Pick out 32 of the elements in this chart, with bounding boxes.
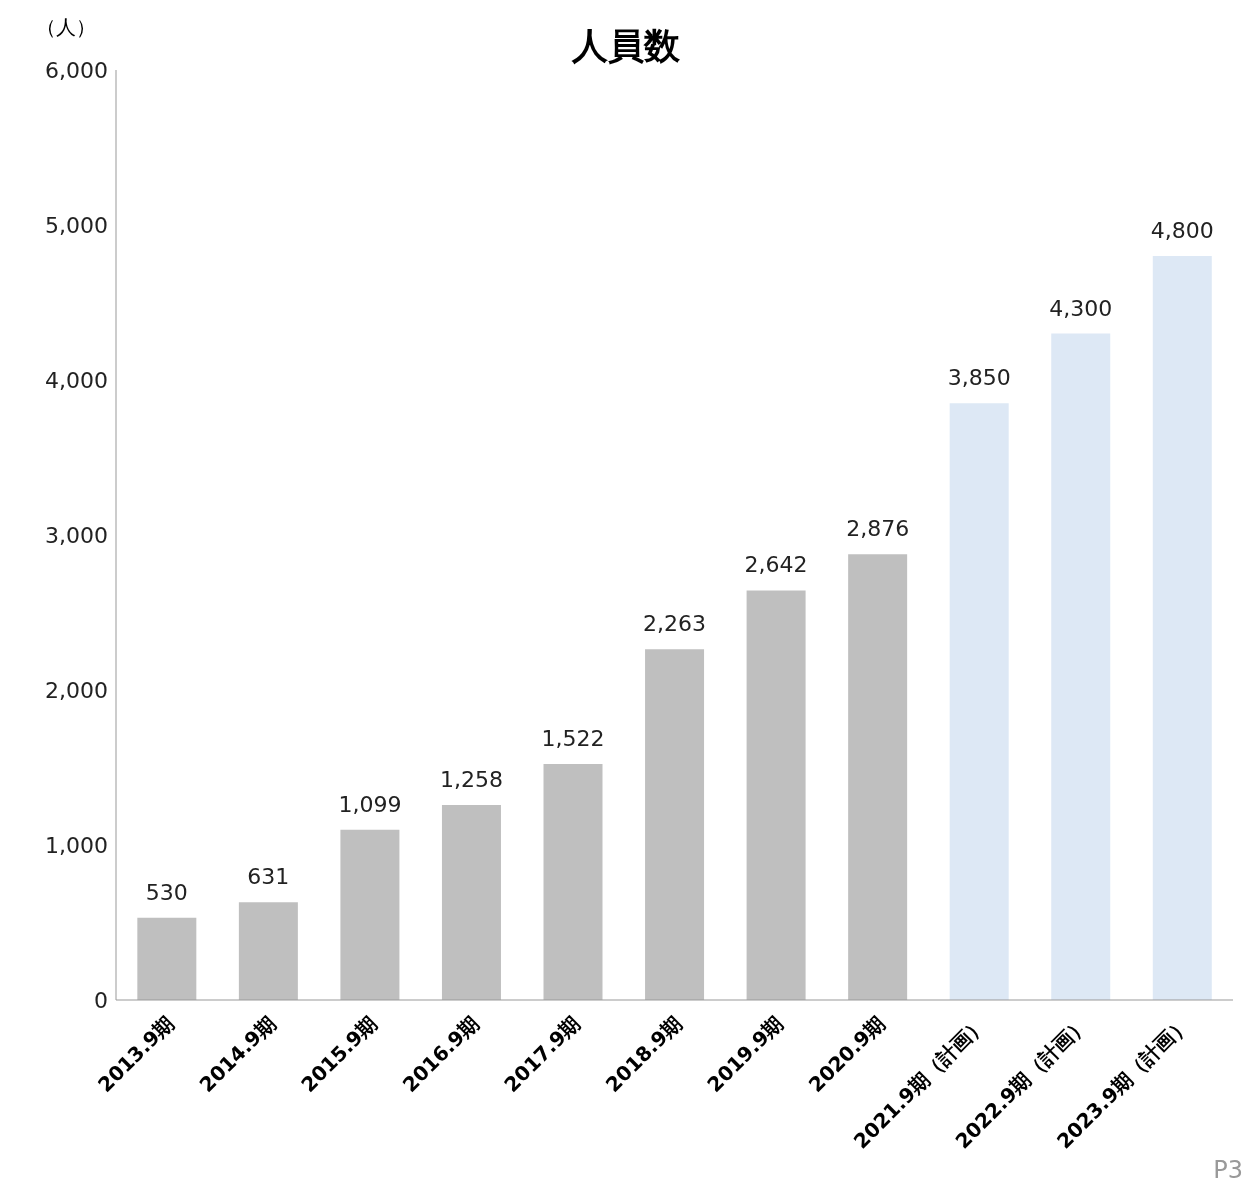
bar <box>949 403 1009 1000</box>
data-label: 530 <box>145 879 188 905</box>
bar <box>238 902 298 1000</box>
bar <box>645 649 705 1000</box>
bar <box>441 805 501 1000</box>
data-label: 3,850 <box>947 365 1011 391</box>
bar <box>848 554 908 1000</box>
y-tick-label: 2,000 <box>45 677 108 703</box>
data-label: 631 <box>247 864 290 890</box>
data-label: 2,642 <box>744 552 808 578</box>
data-label: 2,876 <box>846 516 910 542</box>
data-label: 1,522 <box>541 726 605 752</box>
data-label: 2,263 <box>643 611 707 637</box>
bar <box>340 829 400 1000</box>
bar <box>137 917 197 1000</box>
text: P3 <box>1213 1156 1243 1184</box>
y-tick-label: 0 <box>94 987 108 1013</box>
y-tick-label: 5,000 <box>45 212 108 238</box>
data-label: 4,300 <box>1049 295 1113 321</box>
y-tick-label: 1,000 <box>45 832 108 858</box>
bar <box>543 764 603 1000</box>
y-tick-label: 6,000 <box>45 57 108 83</box>
bar <box>746 590 806 1000</box>
y-tick-label: 4,000 <box>45 367 108 393</box>
data-label: 4,800 <box>1150 218 1214 243</box>
data-label: 1,099 <box>338 791 402 817</box>
chart-title: 人員数 <box>571 25 680 66</box>
bar <box>1051 333 1111 1000</box>
bar <box>1152 256 1212 1000</box>
y-axis-title: （人） <box>36 14 96 41</box>
y-tick-label: 3,000 <box>45 522 108 548</box>
data-label: 1,258 <box>439 767 503 793</box>
